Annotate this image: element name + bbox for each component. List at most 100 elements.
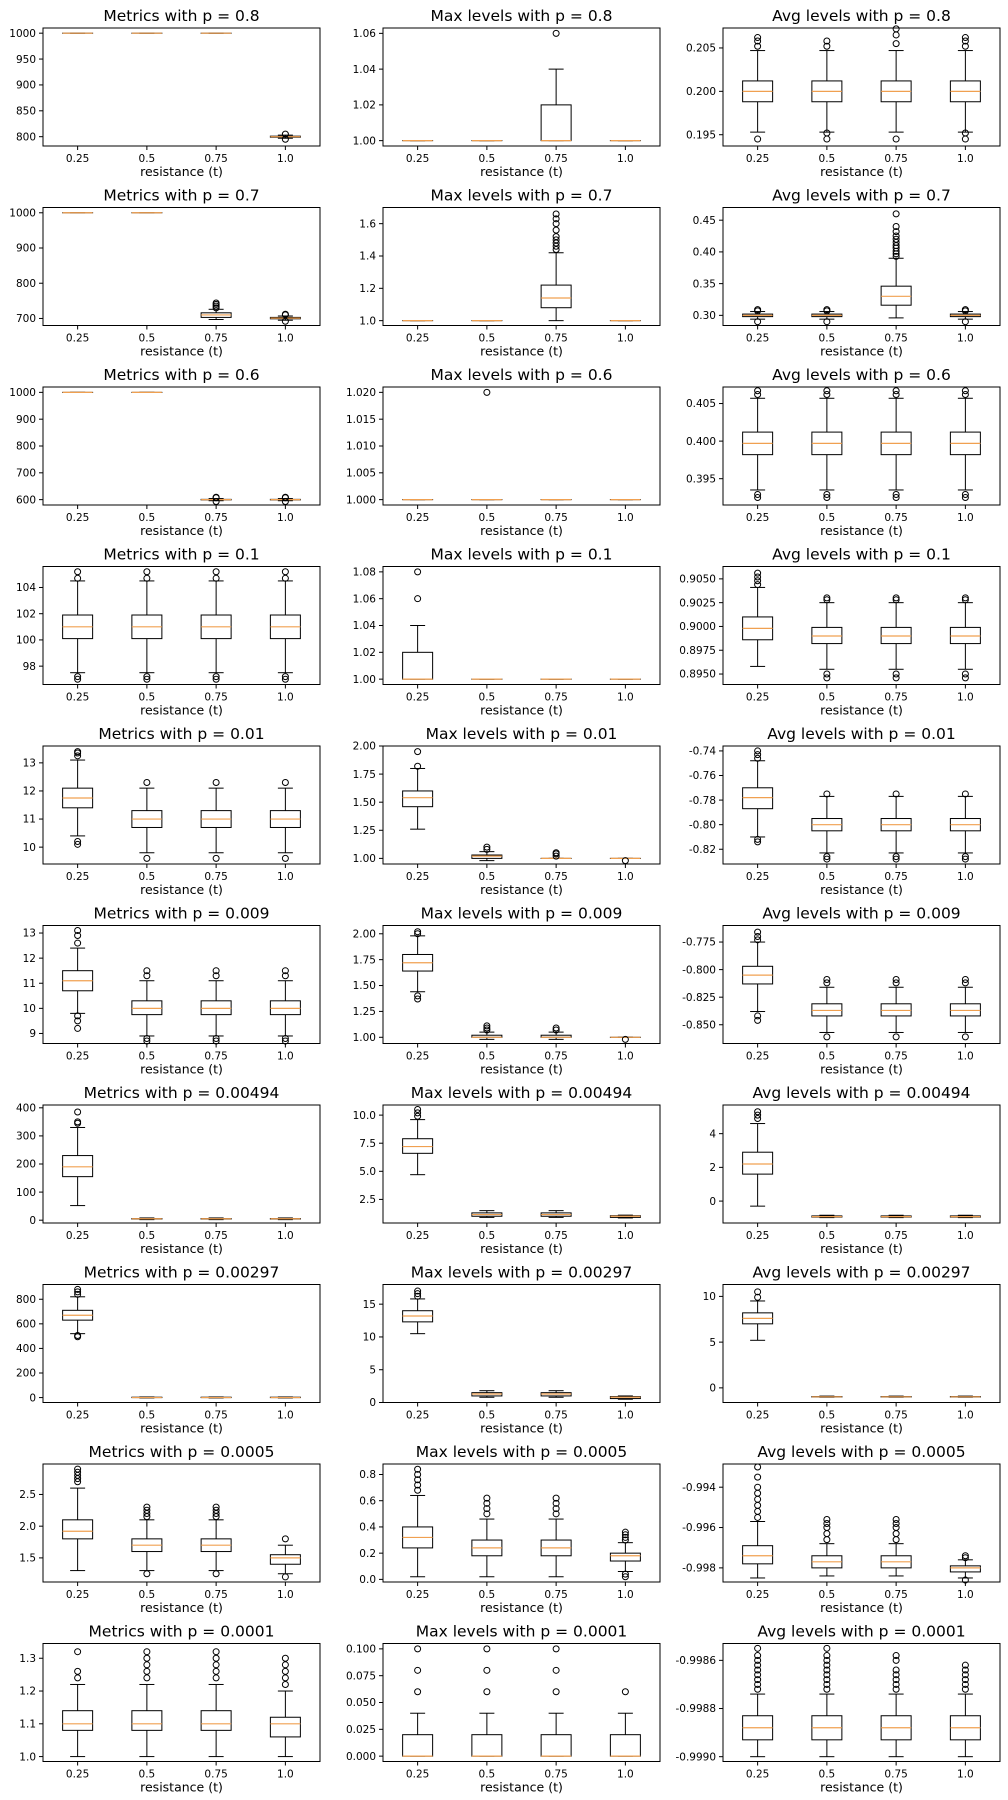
x-tick-label: 1.0	[277, 333, 294, 345]
y-tick-label: 2.5	[359, 1194, 376, 1206]
x-tick-label: 0.25	[746, 1410, 769, 1422]
box-plot	[131, 1217, 163, 1221]
outlier-point	[483, 1510, 491, 1518]
subplot: Avg levels with p = 0.00494 resistance (t…	[709, 1084, 1001, 1256]
subplot-title: Avg levels with p = 0.1	[772, 546, 951, 564]
axes-frame	[722, 745, 1001, 865]
outlier-point	[212, 1648, 220, 1656]
outlier-point	[823, 853, 831, 861]
outlier-point	[483, 1688, 491, 1696]
outlier-point	[483, 1499, 491, 1507]
subplot-title: Metrics with p = 0.1	[103, 546, 259, 564]
subplot: Metrics with p = 0.01 resistance (t) 10 11 1…	[23, 725, 321, 897]
axes-frame	[722, 925, 1001, 1044]
axes-frame	[382, 1104, 661, 1224]
box-plot	[62, 927, 94, 1032]
outlier-point	[281, 673, 289, 681]
outlier-point	[414, 930, 422, 938]
outlier-point	[414, 1465, 422, 1473]
outlier-point	[754, 1644, 762, 1652]
outlier-point	[754, 1661, 762, 1669]
outlier-point	[754, 1483, 762, 1491]
y-tick-label: 10	[703, 1291, 716, 1303]
subplot: Avg levels with p = 0.009 resistance (t) -…	[682, 905, 1001, 1077]
box-plot	[540, 1390, 572, 1398]
outlier-point	[74, 840, 82, 848]
outlier-point	[552, 1688, 560, 1696]
outlier-point	[552, 1645, 560, 1653]
outlier-point	[281, 135, 289, 143]
iqr-box	[609, 1552, 641, 1562]
box-plot	[471, 1022, 503, 1040]
iqr-box	[540, 104, 572, 142]
subplot: Avg levels with p = 0.7 resistance (t) 0.3…	[693, 187, 1001, 359]
outlier-point	[961, 790, 969, 798]
y-tick-label: 1.020	[346, 387, 376, 399]
outlier-point	[414, 1476, 422, 1484]
x-tick-label: 0.5	[819, 333, 836, 345]
outlier-point	[74, 939, 82, 947]
y-tick-label: 2.5	[19, 1489, 36, 1501]
box-plot	[200, 967, 232, 1045]
box-plot	[811, 306, 843, 326]
box-plot	[949, 1214, 981, 1219]
axes-frame	[382, 925, 661, 1044]
x-tick-label: 0.75	[884, 1230, 907, 1242]
axes-frame	[42, 27, 321, 147]
outlier-point	[823, 670, 831, 678]
outlier-point	[74, 675, 82, 683]
subplot: Max levels with p = 0.7 resistance (t) 1.0…	[359, 187, 661, 359]
subplot: Max levels with p = 0.00297 resistance (t…	[363, 1264, 661, 1436]
outlier-point	[892, 1515, 900, 1523]
outlier-point	[143, 568, 151, 576]
box-plot	[200, 299, 232, 321]
x-axis-label: resistance (t)	[480, 1600, 563, 1615]
axes-frame	[42, 925, 321, 1044]
axes-frame	[42, 386, 321, 506]
outlier-point	[892, 1530, 900, 1538]
outlier-point	[754, 1016, 762, 1024]
outlier-point	[483, 1024, 491, 1032]
outlier-point	[281, 779, 289, 787]
x-tick-label: 0.25	[406, 1410, 429, 1422]
outlier-point	[754, 754, 762, 762]
x-tick-label: 1.0	[617, 512, 634, 524]
subplot: Avg levels with p = 0.8 resistance (t) 0.1…	[686, 7, 1001, 179]
y-tick-label: -0.800	[682, 964, 716, 976]
y-tick-label: 2.00	[353, 741, 376, 753]
outlier-point	[754, 1495, 762, 1503]
box-plot	[200, 1217, 232, 1221]
box-plot	[811, 1395, 843, 1398]
subplot-title: Avg levels with p = 0.00494	[752, 1084, 970, 1102]
outlier-point	[892, 1666, 900, 1674]
subplot-title: Avg levels with p = 0.0005	[757, 1443, 965, 1461]
y-tick-label: -0.998	[682, 1563, 716, 1575]
box-plot	[811, 1644, 843, 1758]
outlier-point	[281, 967, 289, 975]
x-tick-label: 1.0	[957, 1051, 974, 1063]
outlier-point	[961, 1552, 969, 1560]
outlier-point	[961, 135, 969, 143]
x-tick-label: 1.0	[617, 333, 634, 345]
box-plot	[949, 976, 981, 1041]
outlier-point	[281, 1654, 289, 1662]
outlier-point	[552, 852, 560, 860]
outlier-point	[414, 1290, 422, 1298]
x-tick-label: 0.5	[479, 153, 496, 165]
outlier-point	[74, 1465, 82, 1473]
box-plot	[811, 594, 843, 682]
outlier-point	[961, 1033, 969, 1041]
x-tick-label: 0.25	[746, 692, 769, 704]
axes-frame	[722, 386, 1001, 506]
outlier-point	[961, 318, 969, 326]
outlier-point	[74, 838, 82, 846]
box-plot	[471, 1645, 503, 1757]
outlier-point	[754, 1501, 762, 1509]
outlier-point	[961, 674, 969, 682]
outlier-point	[552, 210, 560, 218]
y-tick-label: 0.9000	[679, 621, 716, 633]
outlier-point	[212, 1674, 220, 1682]
x-axis-label: resistance (t)	[140, 1780, 223, 1795]
outlier-point	[621, 1035, 629, 1043]
